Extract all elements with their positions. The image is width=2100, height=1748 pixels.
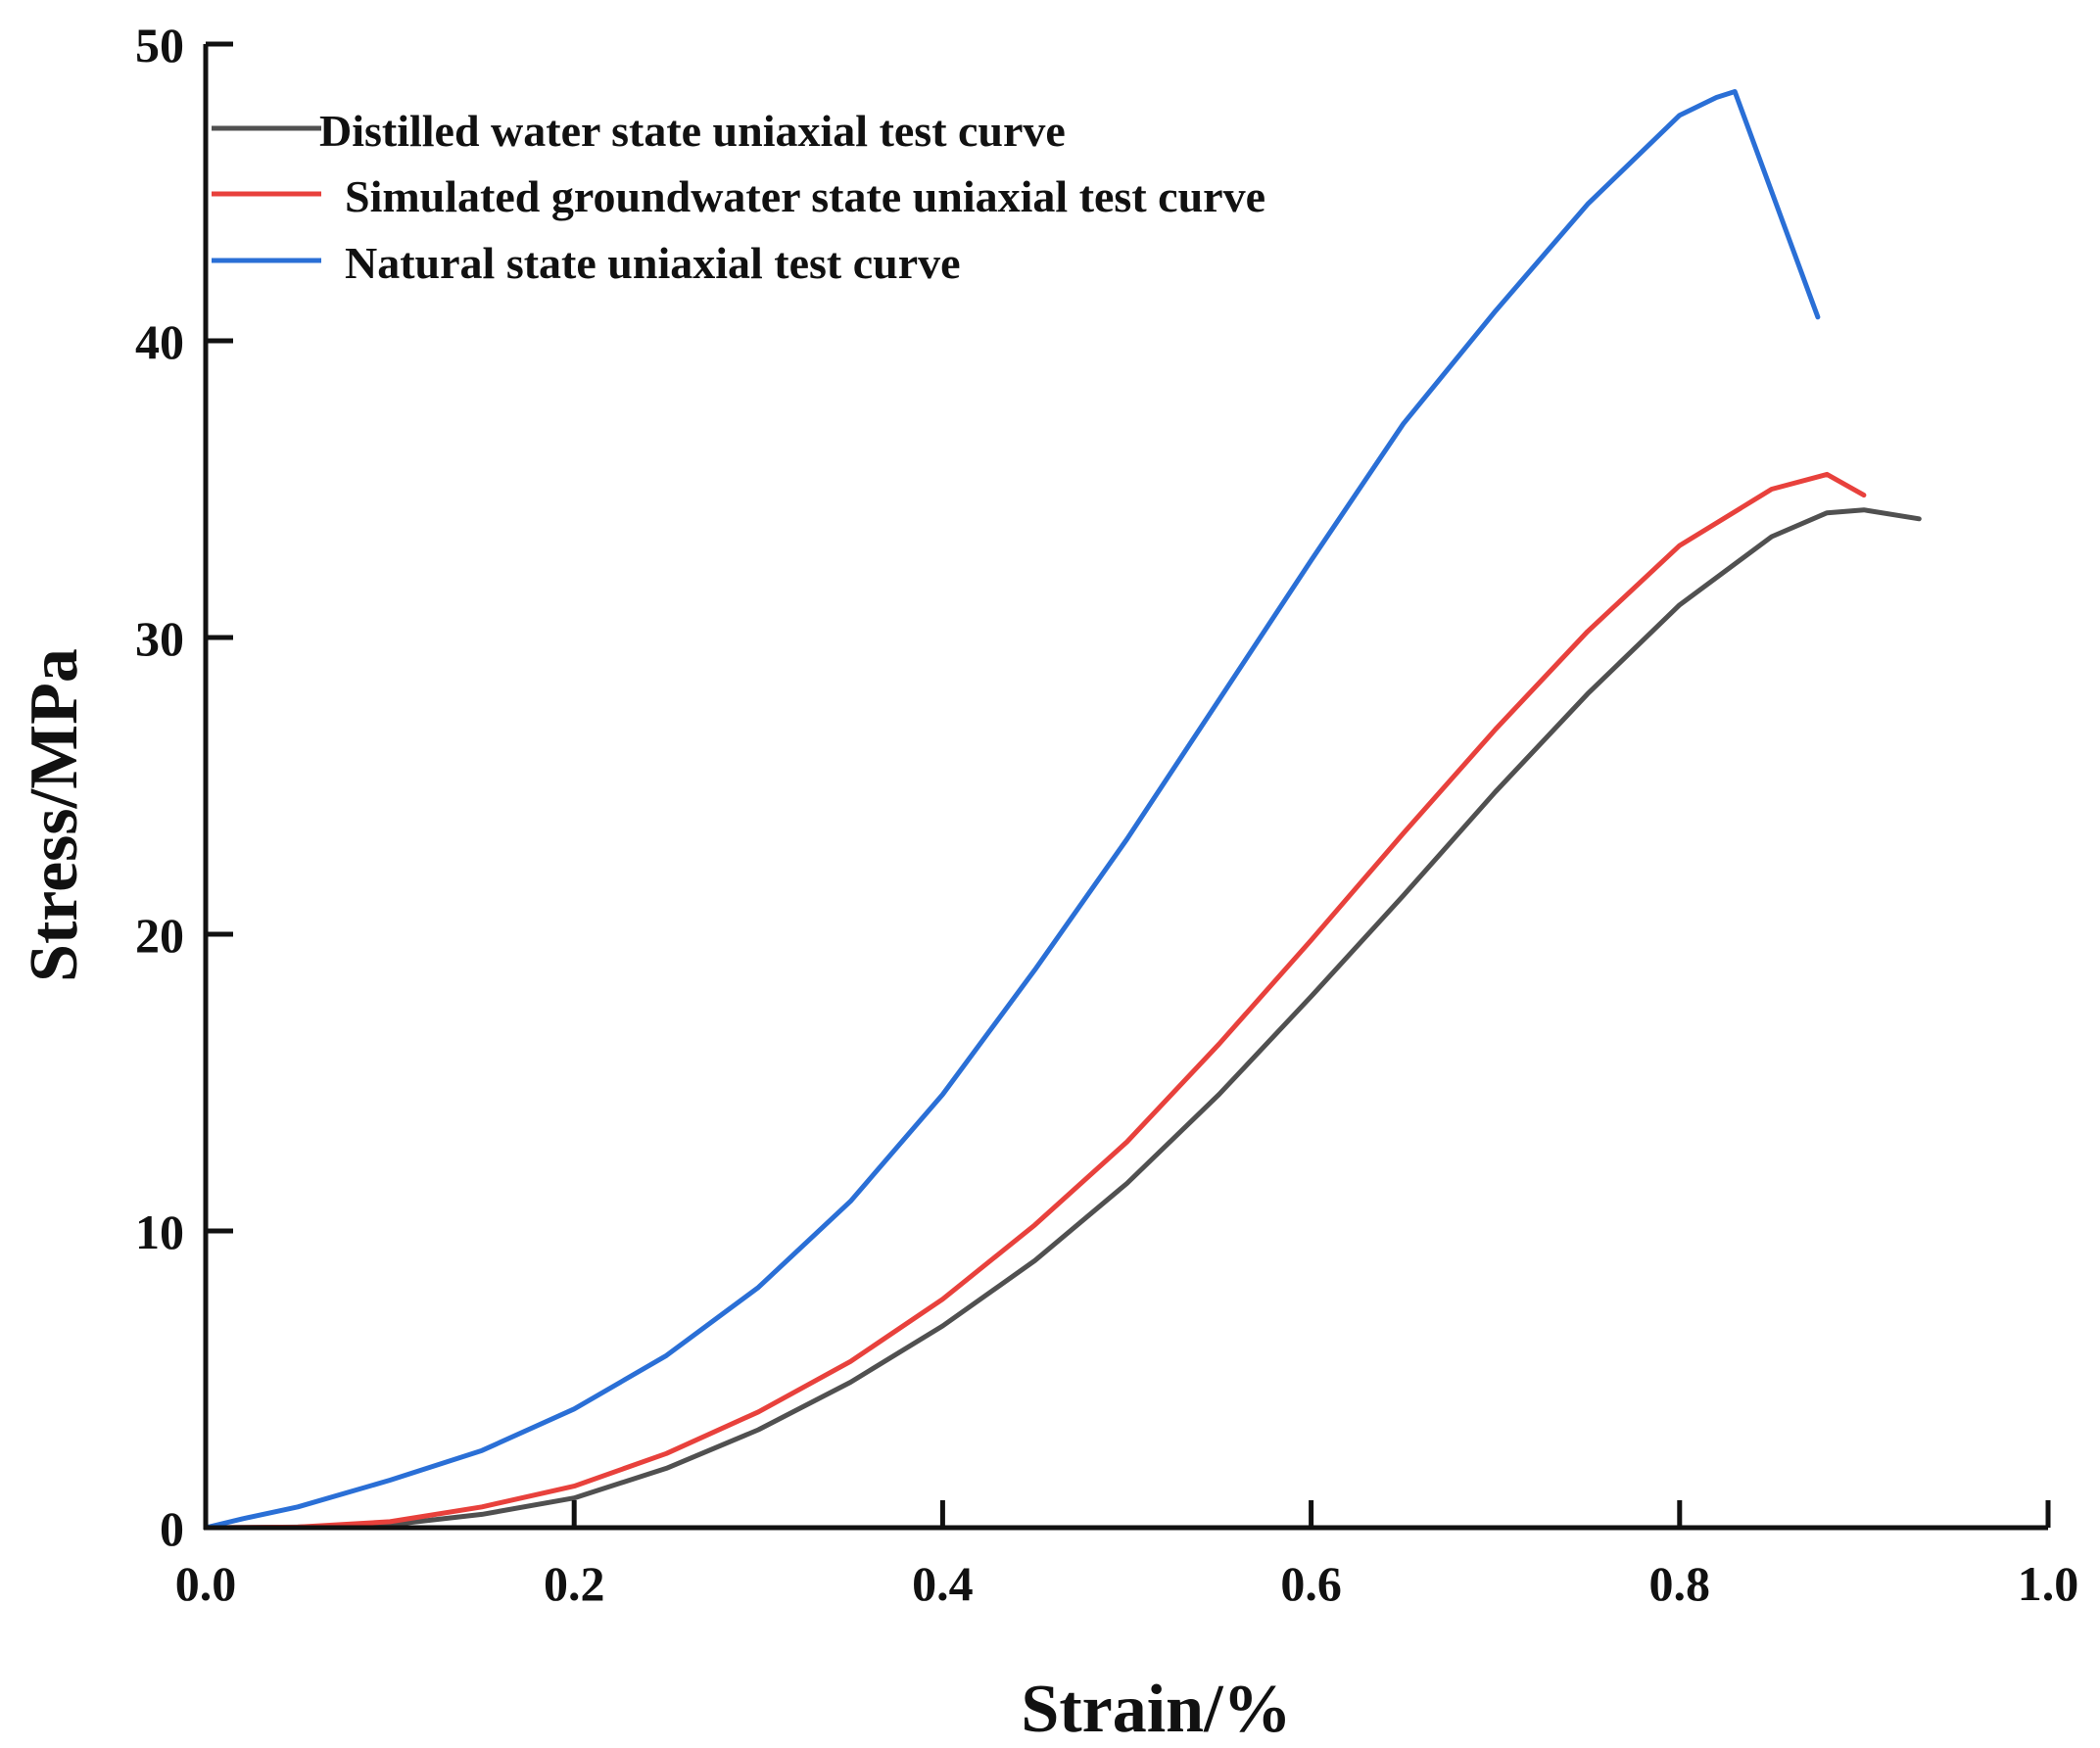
y-axis-title: Stress/MPa — [17, 648, 92, 982]
series-line-2 — [203, 89, 1821, 1531]
legend-label-2: Natural state uniaxial test curve — [345, 238, 961, 288]
x-tick-label: 0.6 — [1280, 1556, 1342, 1611]
y-tick-label: 0 — [160, 1501, 184, 1556]
axes: 0.0 0.2 0.4 0.6 0.8 1.0 0 10 20 30 40 50 — [135, 18, 2078, 1611]
y-tick-label: 30 — [135, 611, 184, 666]
x-tick-label: 0.2 — [544, 1556, 605, 1611]
x-axis-title: Strain/% — [1021, 1672, 1291, 1747]
y-tick-label: 20 — [135, 908, 184, 963]
y-ticks: 0 10 20 30 40 50 — [135, 18, 233, 1556]
x-tick-label: 0.4 — [912, 1556, 974, 1611]
y-tick-label: 40 — [135, 314, 184, 369]
legend: Distilled water state uniaxial test curv… — [212, 106, 1265, 288]
series-line-0 — [203, 507, 1922, 1531]
series-line-1 — [203, 471, 1867, 1531]
x-tick-label: 1.0 — [2018, 1556, 2079, 1611]
y-tick-label: 50 — [135, 18, 184, 72]
x-tick-label: 0.0 — [175, 1556, 237, 1611]
y-tick-label: 10 — [135, 1205, 184, 1259]
x-tick-label: 0.8 — [1649, 1556, 1711, 1611]
plot-lines — [203, 89, 1922, 1531]
legend-label-1: Simulated groundwater state uniaxial tes… — [345, 171, 1265, 221]
x-ticks: 0.0 0.2 0.4 0.6 0.8 1.0 — [175, 1500, 2079, 1611]
legend-label-0: Distilled water state uniaxial test curv… — [319, 106, 1066, 156]
